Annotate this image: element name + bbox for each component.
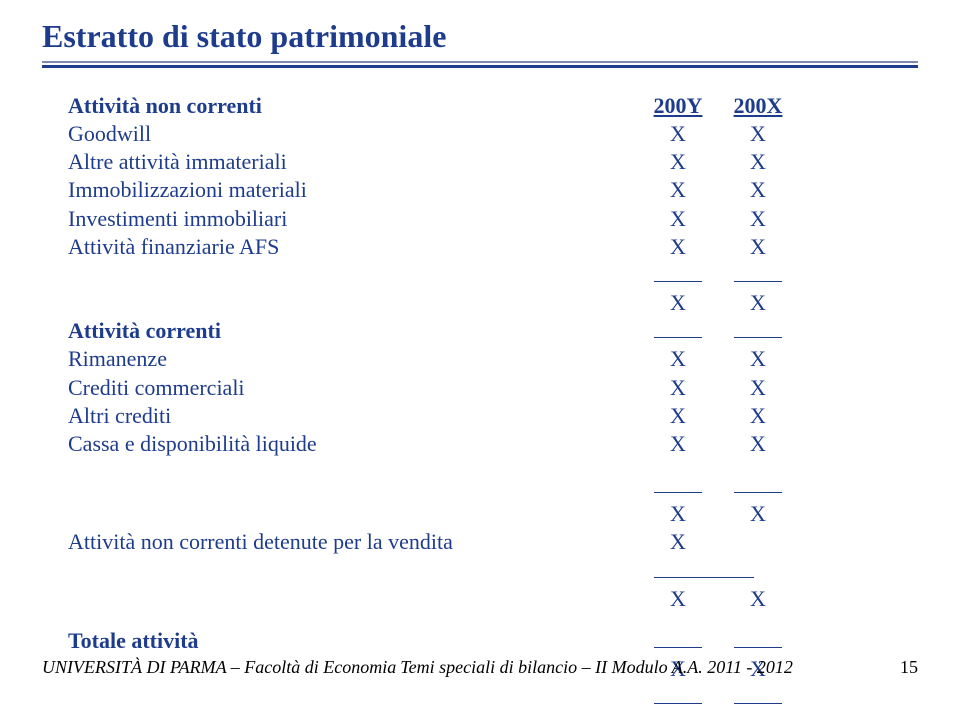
- row-other-recv: Altri crediti: [68, 402, 638, 430]
- subtotal-underline-row: [68, 261, 918, 289]
- cell-value: X: [718, 289, 798, 317]
- final-underline-row: [68, 683, 918, 711]
- row-cash: Cassa e disponibilità liquide: [68, 430, 638, 458]
- cell-value: X: [638, 585, 718, 613]
- cell-value: X: [638, 148, 718, 176]
- hr-main: [42, 65, 918, 68]
- total-header-row: Totale attività: [68, 627, 918, 655]
- cell-value: X: [718, 402, 798, 430]
- row-ppe: Immobilizzazioni materiali: [68, 176, 638, 204]
- content: Attività non correnti 200Y 200X Goodwill…: [42, 92, 918, 711]
- underline-cell: [734, 473, 782, 493]
- subtotal-underline-row: [68, 472, 918, 500]
- cell-value: X: [638, 205, 718, 233]
- cell-value: X: [718, 430, 798, 458]
- underline-cell: [654, 262, 702, 282]
- row-afs: Attività finanziarie AFS: [68, 233, 638, 261]
- section-current-header: Attività correnti: [68, 317, 638, 345]
- footer: UNIVERSITÀ DI PARMA – Facoltà di Economi…: [42, 657, 918, 678]
- cell-value: X: [638, 374, 718, 402]
- underline-cell: [654, 318, 702, 338]
- cell-value: X: [718, 148, 798, 176]
- table-row: Cassa e disponibilità liquide X X: [68, 430, 918, 458]
- wide-underline-row: [68, 557, 918, 585]
- underline-cell: [734, 262, 782, 282]
- table-row: Investimenti immobiliari X X: [68, 205, 918, 233]
- underline-cell: [734, 684, 782, 704]
- table-row: Altri crediti X X: [68, 402, 918, 430]
- cell-value: X: [638, 176, 718, 204]
- col-year-1: 200Y: [638, 92, 718, 120]
- held-for-sale-row: Attività non correnti detenute per la ve…: [68, 528, 918, 556]
- hr-shadow: [42, 61, 918, 63]
- underline-cell: [654, 628, 702, 648]
- subtotal-row: X X: [68, 585, 918, 613]
- table-row: Attività finanziarie AFS X X: [68, 233, 918, 261]
- cell-value: X: [718, 205, 798, 233]
- cell-value: X: [638, 500, 718, 528]
- table-row: Immobilizzazioni materiali X X: [68, 176, 918, 204]
- cell-value: X: [638, 528, 718, 556]
- row-held-for-sale: Attività non correnti detenute per la ve…: [68, 528, 638, 556]
- cell-value: X: [638, 402, 718, 430]
- cell-value: X: [638, 120, 718, 148]
- col-year-2: 200X: [718, 92, 798, 120]
- cell-value: X: [638, 289, 718, 317]
- page-title: Estratto di stato patrimoniale: [42, 18, 918, 55]
- table-row: Goodwill X X: [68, 120, 918, 148]
- section-non-current-header: Attività non correnti: [68, 92, 638, 120]
- footer-university: UNIVERSITÀ DI PARMA – Facoltà di Economi…: [42, 657, 396, 678]
- underline-cell: [734, 318, 782, 338]
- cell-value: X: [718, 233, 798, 261]
- table-row: Altre attività immateriali X X: [68, 148, 918, 176]
- underline-cell: [654, 684, 702, 704]
- total-assets-header: Totale attività: [68, 627, 638, 655]
- footer-page-number: 15: [900, 657, 918, 678]
- table-header-row: Attività non correnti 200Y 200X: [68, 92, 918, 120]
- row-goodwill: Goodwill: [68, 120, 638, 148]
- cell-value: X: [638, 430, 718, 458]
- cell-value: X: [638, 233, 718, 261]
- row-other-intangibles: Altre attività immateriali: [68, 148, 638, 176]
- subtotal-row: X X: [68, 500, 918, 528]
- row-inv-prop: Investimenti immobiliari: [68, 205, 638, 233]
- table-row: Rimanenze X X: [68, 345, 918, 373]
- subtotal-row: X X: [68, 289, 918, 317]
- cell-value: X: [718, 176, 798, 204]
- cell-value: X: [718, 120, 798, 148]
- cell-value: X: [718, 585, 798, 613]
- underline-cell: [734, 628, 782, 648]
- cell-value: X: [718, 500, 798, 528]
- cell-value: X: [718, 345, 798, 373]
- underline-cell: [654, 473, 702, 493]
- row-trade-recv: Crediti commerciali: [68, 374, 638, 402]
- footer-course: Temi speciali di bilancio – II Modulo A.…: [400, 657, 793, 678]
- cell-value: X: [638, 345, 718, 373]
- section-current-header-row: Attività correnti: [68, 317, 918, 345]
- underline-wide: [654, 558, 754, 578]
- row-inventories: Rimanenze: [68, 345, 638, 373]
- table-row: Crediti commerciali X X: [68, 374, 918, 402]
- cell-value: X: [718, 374, 798, 402]
